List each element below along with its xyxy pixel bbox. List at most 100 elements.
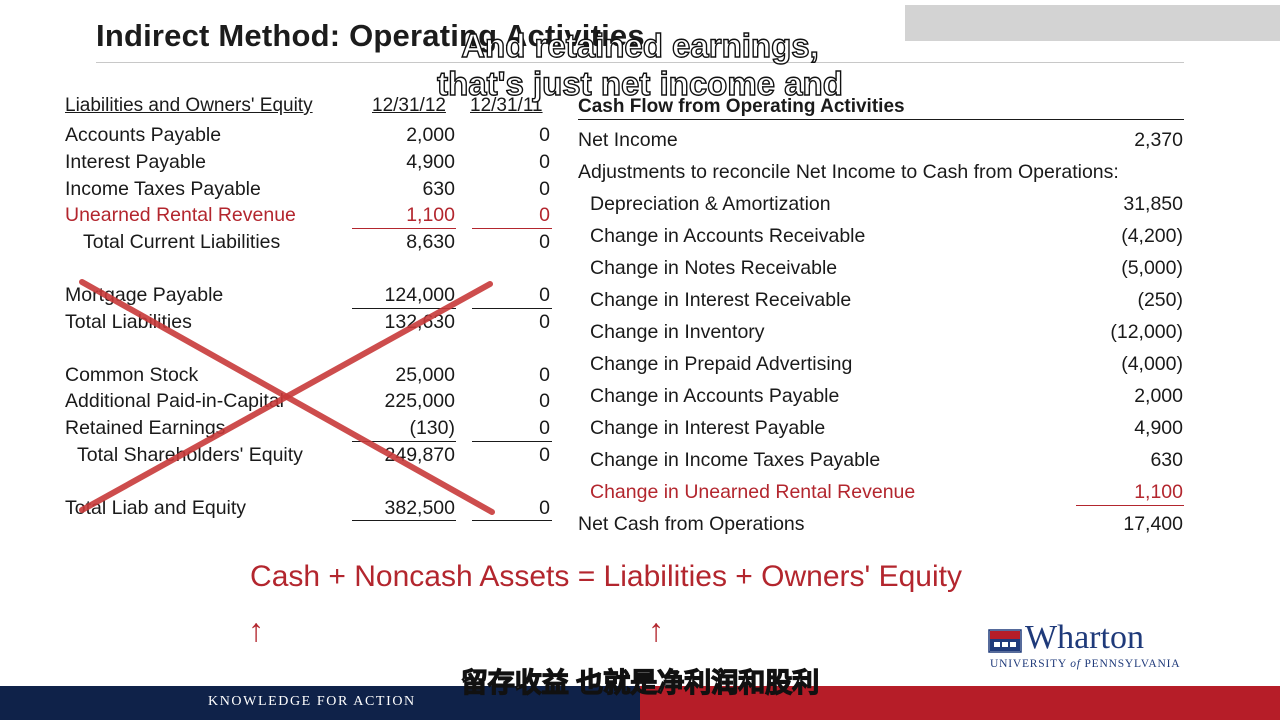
up-arrow-icon: ↑ xyxy=(648,612,664,648)
table-row: Common Stock 25,000 0 xyxy=(0,364,560,390)
footer-bar-red xyxy=(640,686,1280,720)
row-value: 2,000 xyxy=(1134,385,1183,407)
row-label: Depreciation & Amortization xyxy=(590,193,831,215)
row-label: Net Cash from Operations xyxy=(578,513,805,535)
subtotal-rule xyxy=(472,308,552,309)
total-rule xyxy=(472,520,552,521)
row-label: Change in Prepaid Advertising xyxy=(590,353,853,375)
table-row: Change in Notes Receivable (5,000) xyxy=(0,257,1280,287)
table-row: Depreciation & Amortization 31,850 xyxy=(0,193,1280,223)
logo-subtitle: UNIVERSITY of PENNSYLVANIA xyxy=(990,658,1180,670)
row-value-2011: 0 xyxy=(539,204,550,226)
row-value: (5,000) xyxy=(1121,257,1183,279)
logo-wordmark: Wharton xyxy=(1025,619,1144,656)
left-table-header: Liabilities and Owners' Equity xyxy=(65,95,313,116)
row-label: Change in Interest Receivable xyxy=(590,289,852,311)
row-value-2011: 0 xyxy=(539,151,550,173)
col-2011-header: 12/31/11 xyxy=(470,95,543,116)
row-value-2011: 0 xyxy=(539,231,550,253)
row-label: Change in Accounts Receivable xyxy=(590,225,866,247)
table-row: Interest Payable 4,900 0 xyxy=(0,151,560,177)
table-row: Change in Interest Payable 4,900 xyxy=(0,417,1280,447)
table-row: Change in Prepaid Advertising (4,000) xyxy=(0,353,1280,383)
row-label: Change in Income Taxes Payable xyxy=(590,449,881,471)
row-value-2012: 2,000 xyxy=(406,124,455,146)
row-label: Additional Paid-in-Capital xyxy=(65,390,284,412)
table-row: Retained Earnings (130) 0 xyxy=(0,417,560,443)
cross-out-x-icon xyxy=(79,279,495,515)
table-row: Change in Accounts Receivable (4,200) xyxy=(0,225,1280,255)
table-row: Change in Accounts Payable 2,000 xyxy=(0,385,1280,415)
subtotal-rule xyxy=(352,308,456,309)
footer-tagline: KNOWLEDGE FOR ACTION xyxy=(208,694,416,709)
row-value: 1,100 xyxy=(1134,481,1183,503)
row-value-2011: 0 xyxy=(539,444,550,466)
row-value: (4,200) xyxy=(1121,225,1183,247)
table-row: Additional Paid-in-Capital 225,000 0 xyxy=(0,390,560,416)
subtotal-rule xyxy=(472,441,552,442)
subtotal-rule xyxy=(352,441,456,442)
footer-bar-blue xyxy=(0,686,640,720)
row-label: Change in Accounts Payable xyxy=(590,385,840,407)
row-value-2011: 0 xyxy=(539,178,550,200)
row-value-2012: (130) xyxy=(409,417,455,439)
row-value: 17,400 xyxy=(1123,513,1183,535)
table-row-highlighted: Unearned Rental Revenue 1,100 0 xyxy=(0,204,560,230)
row-value: 2,370 xyxy=(1134,129,1183,151)
row-label: Mortgage Payable xyxy=(65,284,224,306)
row-value-2011: 0 xyxy=(539,284,550,306)
row-value-2011: 0 xyxy=(539,364,550,386)
header-rule xyxy=(578,119,1184,120)
row-label: Interest Payable xyxy=(65,151,206,173)
table-row: Change in Inventory (12,000) xyxy=(0,321,1280,351)
top-gray-bar xyxy=(905,5,1280,41)
subtitle-english: And retained earnings, that's just net i… xyxy=(360,26,920,103)
row-value-2012: 25,000 xyxy=(395,364,455,386)
subtitle-chinese: 留存收益 也就是净利润和股利 xyxy=(460,667,820,698)
row-value-2012: 8,630 xyxy=(406,231,455,253)
row-value: 31,850 xyxy=(1123,193,1183,215)
title-divider xyxy=(96,62,1184,63)
logo-sub-of: of xyxy=(1070,658,1081,670)
row-value-2012: 4,900 xyxy=(406,151,455,173)
table-row: Net Income 2,370 xyxy=(0,129,1280,159)
up-arrow-icon: ↑ xyxy=(248,612,264,648)
table-row-total: Total Liab and Equity 382,500 0 xyxy=(0,497,560,523)
accounting-equation: Cash + Noncash Assets = Liabilities + Ow… xyxy=(250,560,962,593)
row-label: Accounts Payable xyxy=(65,124,222,146)
row-label: Common Stock xyxy=(65,364,199,386)
logo-sub-post: PENNSYLVANIA xyxy=(1080,658,1181,670)
row-value-2012: 630 xyxy=(422,178,455,200)
shield-icon xyxy=(988,629,1022,653)
table-row-subtotal: Total Current Liabilities 8,630 0 xyxy=(0,231,560,257)
row-value-2011: 0 xyxy=(539,497,550,519)
subtotal-rule xyxy=(472,228,552,229)
table-row: Change in Income Taxes Payable 630 xyxy=(0,449,1280,479)
row-value: 630 xyxy=(1150,449,1183,471)
row-label: Change in Unearned Rental Revenue xyxy=(590,481,916,503)
subtotal-rule xyxy=(1076,505,1184,506)
row-label: Total Current Liabilities xyxy=(83,231,281,253)
row-label: Adjustments to reconcile Net Income to C… xyxy=(578,161,1119,183)
row-value: (12,000) xyxy=(1110,321,1183,343)
row-label: Change in Interest Payable xyxy=(590,417,826,439)
row-value-2011: 0 xyxy=(539,311,550,333)
row-value-2012: 124,000 xyxy=(384,284,456,306)
table-row: Change in Interest Receivable (250) xyxy=(0,289,1280,319)
subtotal-rule xyxy=(352,228,456,229)
table-row-total: Net Cash from Operations 17,400 xyxy=(0,513,1280,543)
table-row: Income Taxes Payable 630 0 xyxy=(0,178,560,204)
row-label: Net Income xyxy=(578,129,678,151)
row-value-2011: 0 xyxy=(539,417,550,439)
table-row: Adjustments to reconcile Net Income to C… xyxy=(0,161,1280,191)
table-row: Accounts Payable 2,000 0 xyxy=(0,124,560,150)
row-label: Change in Inventory xyxy=(590,321,765,343)
row-value-2012: 382,500 xyxy=(384,497,456,519)
table-row-highlighted: Change in Unearned Rental Revenue 1,100 xyxy=(0,481,1280,511)
row-value: (4,000) xyxy=(1121,353,1183,375)
wharton-logo: Wharton UNIVERSITY of PENNSYLVANIA xyxy=(988,619,1193,672)
table-row: Mortgage Payable 124,000 0 xyxy=(0,284,560,310)
row-label: Total Liab and Equity xyxy=(65,497,247,519)
row-label: Retained Earnings xyxy=(65,417,226,439)
slide-title: Indirect Method: Operating Activities xyxy=(96,18,645,53)
